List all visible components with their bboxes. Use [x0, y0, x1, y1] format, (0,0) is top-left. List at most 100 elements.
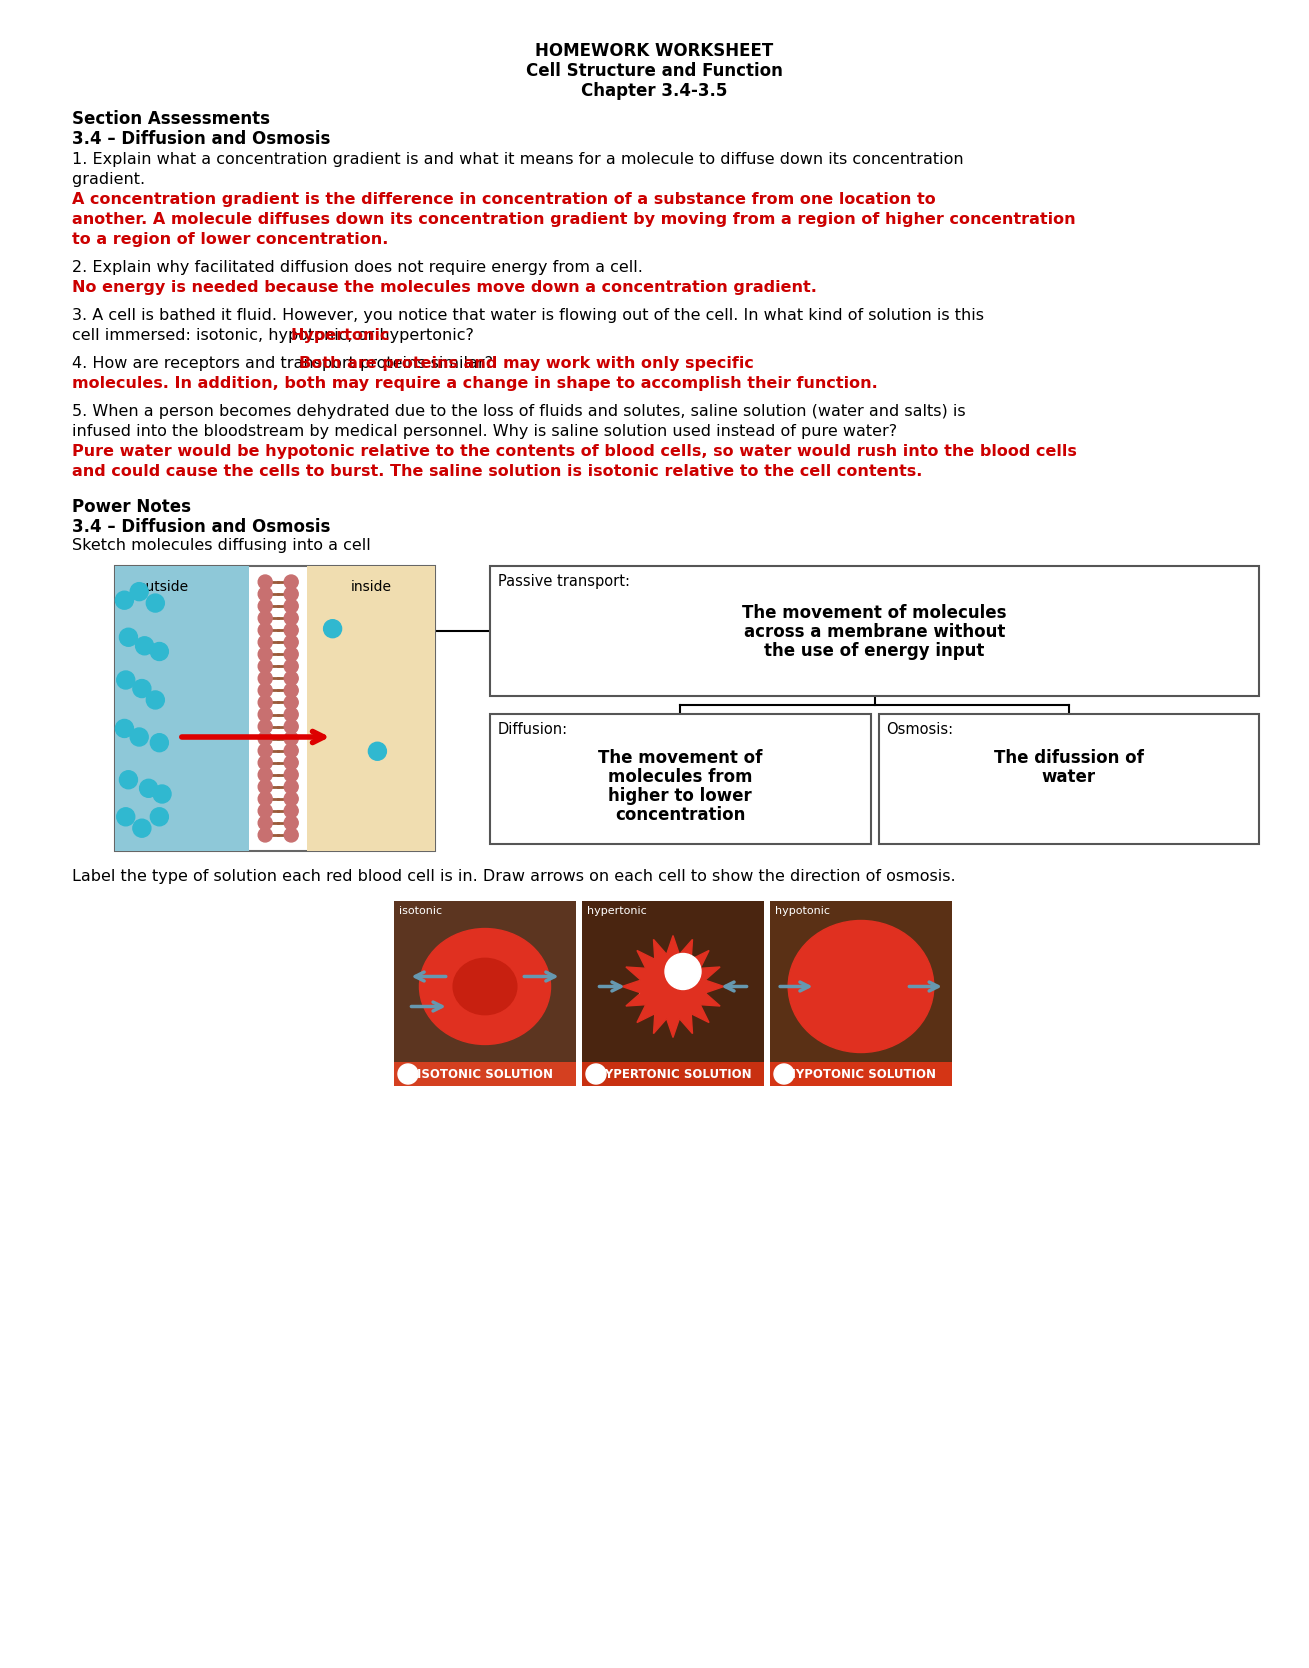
Text: HOMEWORK WORKSHEET: HOMEWORK WORKSHEET [535, 42, 774, 60]
Bar [583, 1063, 764, 1086]
Ellipse shape [419, 929, 551, 1044]
Circle shape [151, 807, 169, 826]
Text: another. A molecule diffuses down its concentration gradient by moving from a re: another. A molecule diffuses down its co… [72, 212, 1076, 227]
Circle shape [284, 792, 298, 806]
Circle shape [130, 582, 148, 600]
Bar [394, 1063, 576, 1086]
Circle shape [284, 636, 298, 649]
Circle shape [774, 1064, 795, 1084]
Circle shape [147, 594, 165, 612]
Circle shape [284, 827, 298, 842]
Circle shape [117, 671, 135, 689]
Text: The difussion of: The difussion of [994, 749, 1144, 767]
Circle shape [153, 786, 171, 802]
Circle shape [151, 734, 169, 752]
Circle shape [284, 671, 298, 686]
Bar [394, 901, 576, 1086]
Text: HYPOTONIC SOLUTION: HYPOTONIC SOLUTION [785, 1068, 936, 1081]
Text: molecules from: molecules from [607, 767, 753, 786]
Bar [490, 565, 1259, 696]
Circle shape [284, 684, 298, 697]
Circle shape [117, 807, 135, 826]
Circle shape [258, 587, 272, 600]
Circle shape [258, 624, 272, 637]
Circle shape [147, 691, 165, 709]
Text: Chapter 3.4-3.5: Chapter 3.4-3.5 [581, 82, 728, 100]
Text: 5. When a person becomes dehydrated due to the loss of fluids and solutes, salin: 5. When a person becomes dehydrated due … [72, 404, 966, 419]
Text: outside: outside [137, 580, 188, 594]
Text: Section Assessments: Section Assessments [72, 110, 270, 128]
Circle shape [115, 719, 134, 737]
Circle shape [284, 696, 298, 709]
Circle shape [119, 629, 137, 646]
Text: isotonic: isotonic [399, 906, 442, 916]
Circle shape [284, 647, 298, 661]
Circle shape [284, 587, 298, 600]
Circle shape [258, 719, 272, 734]
Circle shape [119, 771, 137, 789]
Text: 1: 1 [404, 1069, 412, 1079]
Text: 2. Explain why facilitated diffusion does not require energy from a cell.: 2. Explain why facilitated diffusion doe… [72, 260, 648, 275]
Polygon shape [622, 936, 724, 1037]
Text: 3: 3 [780, 1069, 788, 1079]
Circle shape [258, 636, 272, 649]
Circle shape [258, 610, 272, 626]
Text: infused into the bloodstream by medical personnel. Why is saline solution used i: infused into the bloodstream by medical … [72, 424, 897, 439]
Circle shape [258, 696, 272, 709]
Text: The movement of: The movement of [598, 749, 762, 767]
Text: Osmosis:: Osmosis: [886, 722, 954, 737]
Text: Label the type of solution each red blood cell is in. Draw arrows on each cell t: Label the type of solution each red bloo… [72, 869, 956, 884]
Text: gradient.: gradient. [72, 172, 151, 187]
Text: the use of energy input: the use of energy input [764, 642, 984, 661]
Circle shape [284, 599, 298, 614]
Circle shape [284, 659, 298, 674]
Circle shape [115, 590, 134, 609]
Circle shape [284, 744, 298, 757]
Text: 3.4 – Diffusion and Osmosis: 3.4 – Diffusion and Osmosis [72, 130, 330, 148]
Circle shape [284, 707, 298, 722]
Text: The movement of molecules: The movement of molecules [742, 604, 1007, 622]
Bar [308, 565, 435, 851]
Bar [115, 565, 435, 851]
Bar [490, 714, 870, 844]
Text: water: water [1042, 767, 1096, 786]
Circle shape [665, 954, 702, 989]
Bar [115, 565, 250, 851]
Circle shape [258, 647, 272, 661]
Circle shape [368, 742, 386, 761]
Circle shape [140, 779, 157, 797]
Circle shape [284, 756, 298, 769]
Text: No energy is needed because the molecules move down a concentration gradient.: No energy is needed because the molecule… [72, 280, 817, 295]
Circle shape [258, 732, 272, 746]
Circle shape [258, 804, 272, 817]
Text: inside: inside [351, 580, 391, 594]
Text: higher to lower: higher to lower [609, 787, 753, 806]
Text: hypotonic: hypotonic [639, 991, 708, 1002]
Circle shape [258, 756, 272, 769]
Circle shape [284, 624, 298, 637]
Bar [770, 1063, 952, 1086]
Circle shape [130, 727, 148, 746]
Circle shape [258, 671, 272, 686]
Text: hypertonic: hypertonic [586, 906, 647, 916]
Text: 2: 2 [592, 1069, 600, 1079]
Circle shape [258, 792, 272, 806]
Text: 4. How are receptors and transport proteins similar?: 4. How are receptors and transport prote… [72, 355, 499, 370]
Text: Both are proteins and may work with only specific: Both are proteins and may work with only… [298, 355, 754, 370]
Text: Power Notes: Power Notes [72, 499, 191, 515]
Ellipse shape [453, 959, 517, 1014]
Text: Passive transport:: Passive transport: [497, 574, 630, 589]
Circle shape [586, 1064, 606, 1084]
Circle shape [136, 637, 153, 656]
Text: ISOTONIC SOLUTION: ISOTONIC SOLUTION [418, 1068, 552, 1081]
Circle shape [323, 620, 342, 637]
Circle shape [258, 659, 272, 674]
Circle shape [284, 804, 298, 817]
Circle shape [284, 767, 298, 782]
Circle shape [398, 1064, 418, 1084]
Circle shape [284, 575, 298, 589]
Bar [770, 901, 952, 1086]
Circle shape [284, 779, 298, 794]
Text: molecules. In addition, both may require a change in shape to accomplish their f: molecules. In addition, both may require… [72, 375, 878, 390]
Text: concentration: concentration [615, 806, 745, 824]
